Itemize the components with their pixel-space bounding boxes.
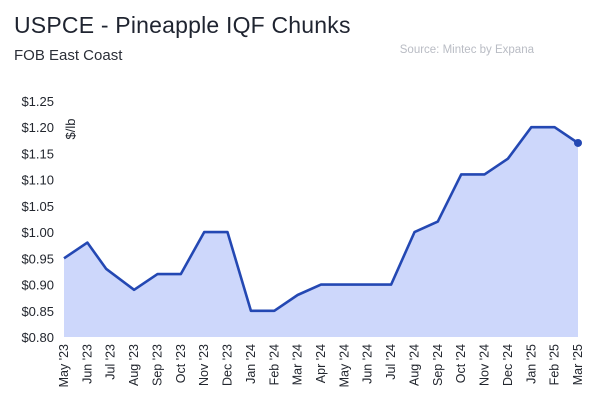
x-tick-label: Jun '23: [80, 344, 94, 384]
x-tick-label: Oct '24: [454, 344, 468, 383]
price-area: [64, 127, 578, 337]
y-tick-label: $1.20: [21, 120, 54, 135]
x-tick-label: Sep '24: [431, 344, 445, 386]
data-point: [574, 138, 582, 147]
y-tick-label: $0.85: [21, 304, 54, 319]
x-tick-label: Mar '24: [291, 344, 305, 385]
x-tick-label: Jun '24: [361, 344, 375, 384]
source-note: Source: Mintec by Expana: [399, 44, 534, 56]
y-tick-label: $0.80: [21, 330, 54, 345]
x-tick-label: Dec '24: [501, 344, 515, 386]
x-tick-label: Feb '24: [267, 344, 281, 385]
chart-subtitle: FOB East Coast: [14, 47, 123, 64]
chart-title: USPCE - Pineapple IQF Chunks: [14, 12, 351, 38]
x-tick-label: Jul '24: [384, 344, 398, 380]
y-tick-label: $0.95: [21, 251, 54, 266]
x-tick-label: Sep '23: [151, 344, 165, 386]
x-tick-label: Mar '25: [571, 344, 585, 385]
x-tick-label: Oct '23: [174, 344, 188, 383]
x-tick-label: Aug '23: [127, 344, 141, 386]
y-tick-label: $1.10: [21, 173, 54, 188]
y-tick-label: $1.05: [21, 199, 54, 214]
y-axis-ticks: $0.80 $0.85 $0.90 $0.95 $1.00 $1.05 $1.10 $1.15…: [21, 94, 54, 345]
x-tick-label: Jul '23: [104, 344, 118, 380]
y-axis-label: $/lb: [63, 119, 78, 140]
x-tick-label: Apr '24: [314, 344, 328, 383]
x-tick-label: Aug '24: [408, 344, 422, 386]
x-tick-label: Nov '24: [478, 344, 492, 386]
y-tick-label: $0.90: [21, 278, 54, 293]
x-tick-label: May '24: [337, 344, 351, 387]
x-tick-label: Nov '23: [197, 344, 211, 386]
x-tick-label: Jan '24: [244, 344, 258, 384]
x-tick-label: Feb '25: [548, 344, 562, 385]
y-tick-label: $1.00: [21, 225, 54, 240]
x-axis-ticks: May '23 Jun '23 Jul '23 Aug '23 Sep '23 Oct '…: [57, 344, 585, 387]
price-line: [63, 125, 579, 313]
y-tick-label: $1.25: [21, 94, 54, 109]
y-tick-label: $1.15: [21, 146, 54, 161]
x-tick-label: May '23: [57, 344, 71, 387]
data-points: [63, 127, 582, 311]
x-tick-label: Dec '23: [221, 344, 235, 386]
x-tick-label: Jan '25: [524, 344, 538, 384]
